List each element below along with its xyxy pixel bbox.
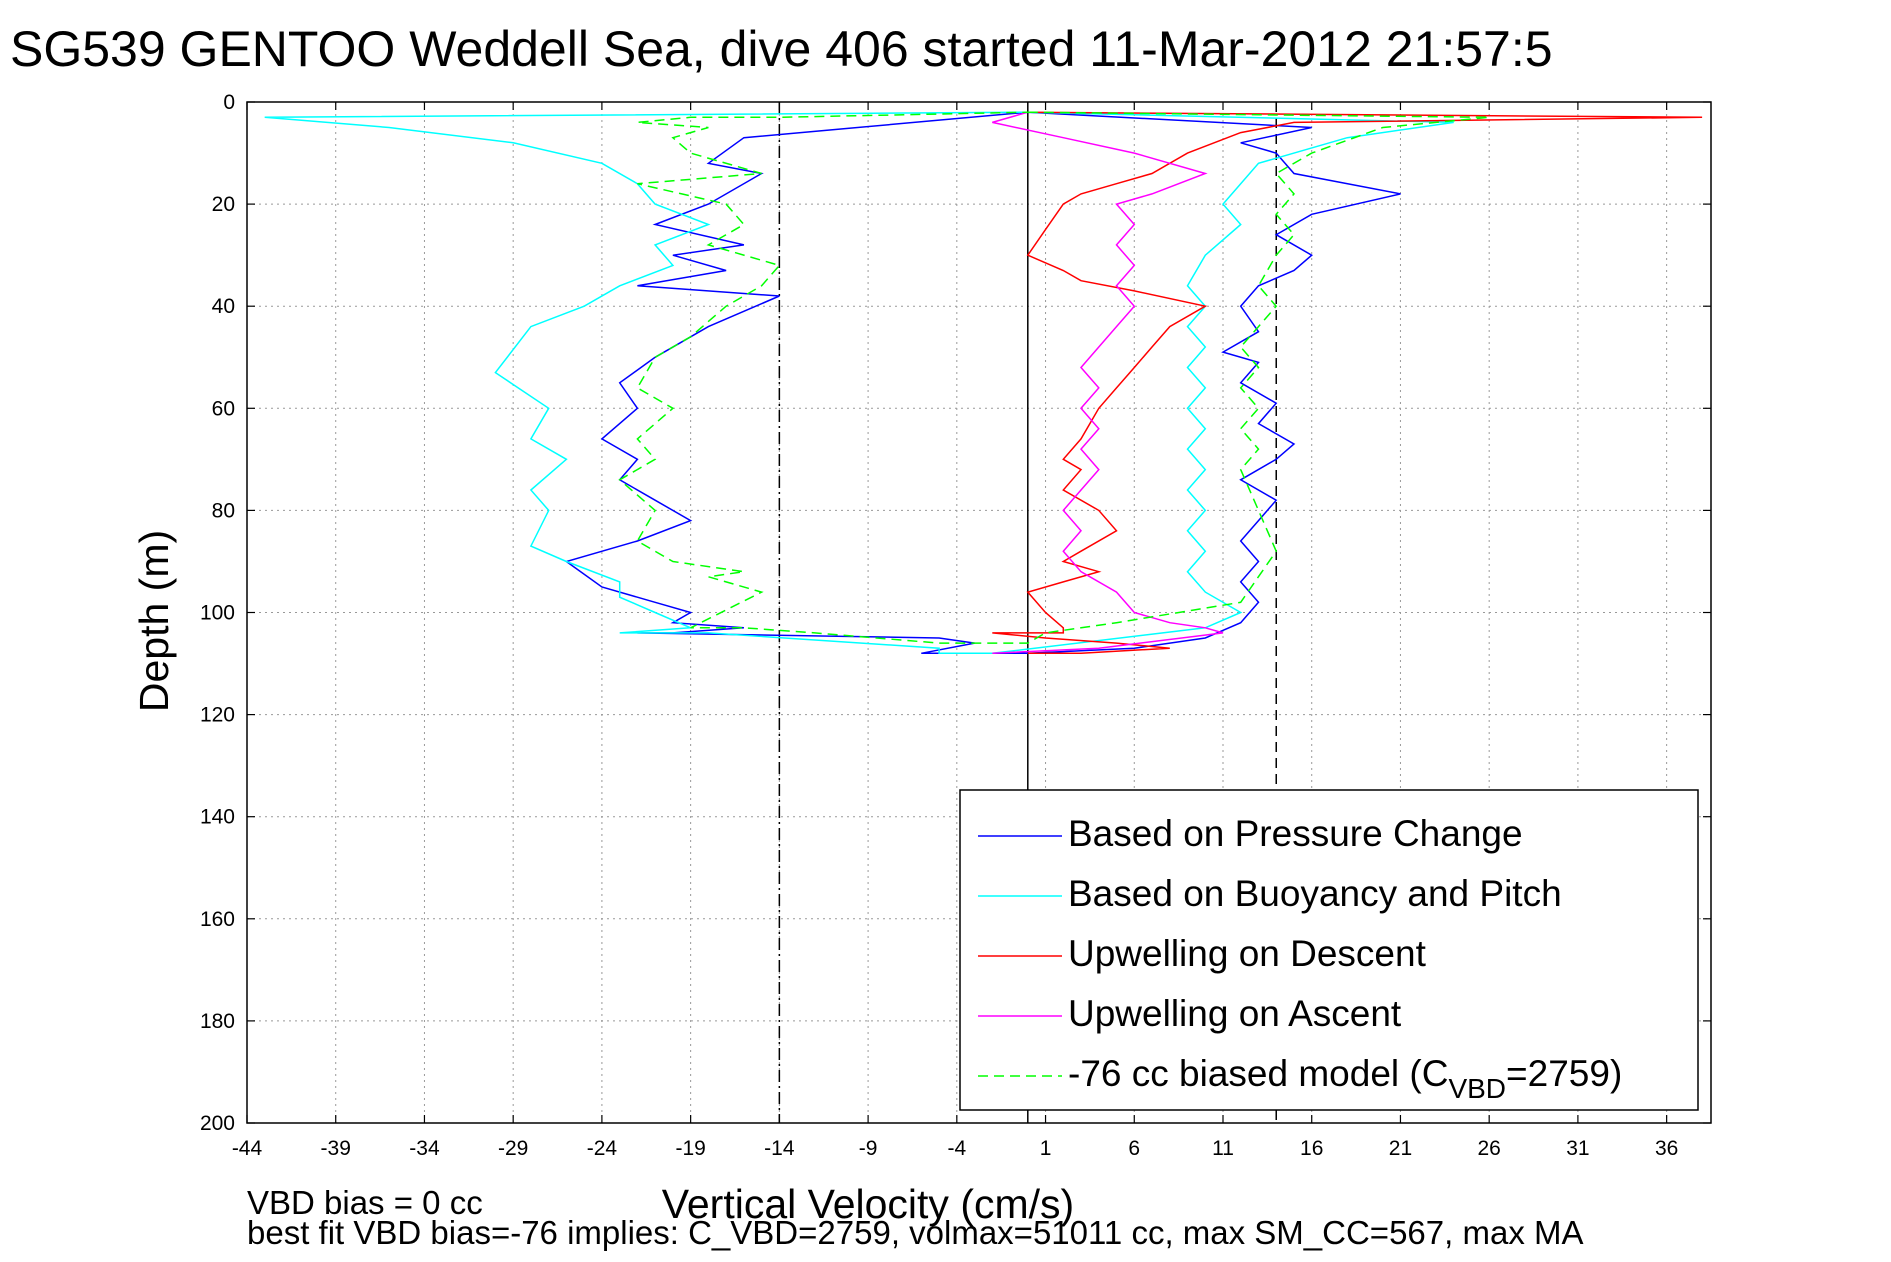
series-line [992,111,1703,655]
x-tick-label: -34 [409,1137,440,1160]
legend: Based on Pressure Change Based on Buoyanc… [959,789,1699,1111]
x-tick-label: -19 [675,1137,705,1160]
y-tick-label: 100 [200,602,235,625]
series-line [564,111,1401,655]
y-tick-label: 180 [200,1010,235,1033]
y-tick-label: 0 [223,91,235,114]
y-tick-label: 120 [200,704,235,727]
y-tick-labels: 0 20 40 60 80 100 120 140 160 180 200 [200,91,235,1135]
x-tick-labels: -44 -39 -34 -29 -24 -19 -14 -9 -4 1 6 11 16 21 26 31 36 [232,1137,1678,1160]
x-tick-label: 16 [1300,1137,1323,1160]
y-tick-label: 60 [212,397,235,420]
x-tick-label: -9 [859,1137,878,1160]
x-tick-label: 31 [1566,1137,1589,1160]
x-tick-label: -44 [232,1137,263,1160]
x-tick-label: -14 [764,1137,795,1160]
footer-best-fit: best fit VBD bias=-76 implies: C_VBD=275… [247,1214,1583,1251]
series-layer [264,111,1703,655]
y-tick-label: 40 [212,295,235,318]
y-tick-label: 200 [200,1112,235,1135]
legend-label: Based on Buoyancy and Pitch [1068,873,1562,914]
series-line [992,111,1224,655]
legend-label: Upwelling on Descent [1068,933,1427,974]
x-tick-label: 21 [1389,1137,1412,1160]
y-tick-label: 160 [200,908,235,931]
y-tick-label: 140 [200,806,235,829]
y-tick-label: 20 [212,193,235,216]
x-tick-label: -4 [947,1137,966,1160]
x-tick-label: -39 [321,1137,351,1160]
y-axis-label: Depth (m) [131,530,177,712]
x-tick-label: 36 [1655,1137,1678,1160]
x-tick-label: -24 [587,1137,618,1160]
footer-vbd-bias: VBD bias = 0 cc [247,1184,483,1221]
x-tick-label: 26 [1478,1137,1501,1160]
ticks [246,101,1711,1124]
x-axis-label: Vertical Velocity (cm/s) [662,1181,1074,1227]
series-line [618,111,1490,644]
chart-title: SG539 GENTOO Weddell Sea, dive 406 start… [10,21,1553,77]
series-line [264,111,1454,655]
legend-label: Upwelling on Ascent [1068,993,1402,1034]
x-tick-label: 11 [1212,1137,1234,1160]
x-tick-label: -29 [498,1137,528,1160]
legend-label: -76 cc biased model (CVBD=2759) [1068,1053,1622,1104]
x-tick-label: 6 [1128,1137,1140,1160]
x-tick-label: 1 [1040,1137,1052,1160]
legend-label: Based on Pressure Change [1068,813,1523,854]
legend-box [959,789,1699,1111]
y-tick-label: 80 [212,499,235,522]
